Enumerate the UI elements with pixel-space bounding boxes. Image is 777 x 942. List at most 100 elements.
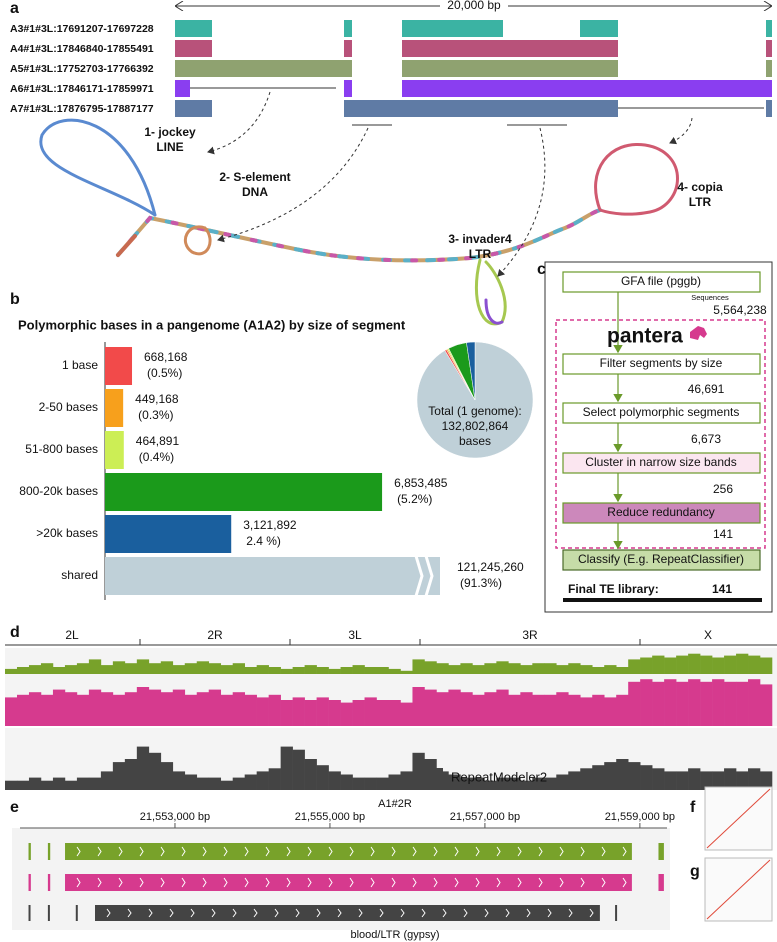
chromosome-label: 3L <box>348 628 362 642</box>
bar <box>105 389 124 427</box>
strand-chevron <box>295 908 300 918</box>
density-bar <box>40 694 54 726</box>
locus-title: A1#2R <box>378 798 412 810</box>
strand-chevron <box>580 877 585 888</box>
density-bar <box>592 694 605 726</box>
value-label: 121,245,260 <box>457 560 524 574</box>
density-bar <box>520 780 533 790</box>
strand-chevron <box>412 877 417 888</box>
density-bar <box>544 777 557 790</box>
haplotype-label: A3#1#3L:17691207-17697228 <box>10 23 154 35</box>
haplotype-label: A4#1#3L:17846840-17855491 <box>10 43 154 55</box>
dotplot-diagonal <box>706 788 771 849</box>
strand-chevron <box>475 846 480 857</box>
density-bar <box>412 752 425 790</box>
density-bar <box>280 746 293 790</box>
density-bar <box>292 697 305 726</box>
pie-total: bases <box>459 434 491 448</box>
strand-chevron <box>526 908 531 918</box>
scale-label: 20,000 bp <box>447 0 501 12</box>
chromosome-label: 3R <box>522 628 538 642</box>
density-bar <box>220 780 234 790</box>
strand-chevron <box>274 908 279 918</box>
percent-label: (91.3%) <box>460 576 502 590</box>
strand-chevron <box>181 846 186 857</box>
panel-label: f <box>690 799 696 816</box>
density-bar <box>532 694 545 726</box>
bar <box>105 473 383 511</box>
flowchart: GFA file (pggb) Filter segments by size Se… <box>562 271 767 602</box>
feature <box>28 905 31 921</box>
strand-chevron <box>232 908 237 918</box>
density-bar <box>652 681 665 726</box>
step-label: Classify (E.g. RepeatClassifier) <box>578 552 744 566</box>
strand-chevron <box>442 908 447 918</box>
density-bar <box>604 762 617 790</box>
density-bar <box>640 679 653 726</box>
haplotype-segment <box>344 100 618 117</box>
density-bar <box>760 771 773 790</box>
haplotype-segment <box>344 40 352 57</box>
haplotype-segment <box>580 20 618 37</box>
x-tick-label: 21,557,000 bp <box>450 811 520 823</box>
haplotype-segment <box>175 40 212 57</box>
panel-label: b <box>10 291 20 308</box>
density-bar <box>400 702 413 726</box>
density-bar <box>496 689 509 726</box>
density-bar <box>448 774 461 790</box>
category-label: 800-20k bases <box>19 484 98 498</box>
strand-chevron <box>286 877 291 888</box>
strand-chevron <box>286 846 291 857</box>
density-bar <box>544 694 557 726</box>
density-bar <box>268 694 281 726</box>
category-label: >20k bases <box>36 526 98 540</box>
strand-chevron <box>223 877 228 888</box>
density-bar <box>172 689 186 726</box>
te-class: LTR <box>469 247 492 261</box>
density-bar <box>208 777 222 790</box>
strand-chevron <box>328 846 333 857</box>
density-bar <box>244 694 257 726</box>
density-bar <box>736 681 749 726</box>
density-bar <box>604 697 617 726</box>
feature <box>658 843 664 860</box>
density-bar <box>364 697 377 726</box>
density-bar <box>508 694 521 726</box>
density-bar <box>484 780 497 790</box>
density-bar <box>148 752 162 790</box>
density-bar <box>556 774 569 790</box>
count-label: 5,564,238 <box>713 303 767 317</box>
haplotype-segment <box>766 20 772 37</box>
density-bar <box>484 692 497 726</box>
feature <box>95 905 600 921</box>
density-bar <box>736 771 749 790</box>
density-bar <box>100 692 114 726</box>
haplotype-label: A6#1#3L:17846171-17859971 <box>10 83 154 95</box>
step-box <box>562 402 761 424</box>
step-box <box>562 549 761 571</box>
panel-label: d <box>10 624 20 641</box>
haplotype-segment <box>175 60 352 77</box>
haplotype-segment <box>402 20 503 37</box>
density-bar <box>628 762 641 790</box>
strand-chevron <box>454 877 459 888</box>
density-bar <box>376 700 389 726</box>
te-name: 3- invader4 <box>448 232 512 246</box>
haplotype-segment <box>344 80 352 97</box>
step-label: Select polymorphic segments <box>583 405 740 419</box>
step-box <box>562 353 761 375</box>
density-bar <box>76 777 90 790</box>
strand-chevron <box>265 877 270 888</box>
strand-chevron <box>433 846 438 857</box>
bar <box>105 347 133 385</box>
strand-chevron <box>370 846 375 857</box>
strand-chevron <box>379 908 384 918</box>
density-bar <box>232 777 245 790</box>
legend-label: RepeatModeler2 <box>451 769 547 784</box>
strand-chevron <box>568 908 573 918</box>
density-bar <box>136 687 150 726</box>
density-bar <box>28 692 42 726</box>
step-label: Cluster in narrow size bands <box>585 455 736 469</box>
